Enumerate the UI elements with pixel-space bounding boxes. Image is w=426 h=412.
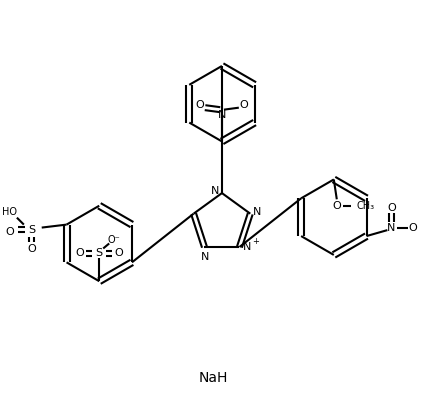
Text: N: N [201, 252, 209, 262]
Text: HO: HO [3, 207, 17, 217]
Text: N: N [386, 223, 394, 233]
Text: O⁻: O⁻ [107, 234, 120, 244]
Text: O: O [408, 223, 417, 233]
Text: O: O [6, 227, 14, 236]
Text: N: N [217, 110, 226, 119]
Text: S: S [28, 225, 35, 234]
Text: O: O [195, 100, 204, 110]
Text: O: O [27, 244, 36, 255]
Text: NaH: NaH [199, 371, 227, 385]
Text: N: N [253, 207, 261, 217]
Text: N: N [243, 242, 251, 252]
Text: O: O [75, 248, 83, 258]
Text: O: O [115, 248, 123, 258]
Text: O: O [332, 201, 340, 211]
Text: O: O [386, 203, 395, 213]
Text: O: O [239, 100, 248, 110]
Text: CH₃: CH₃ [356, 201, 374, 211]
Text: N: N [210, 186, 219, 196]
Text: S: S [95, 248, 103, 258]
Text: +: + [251, 236, 258, 246]
